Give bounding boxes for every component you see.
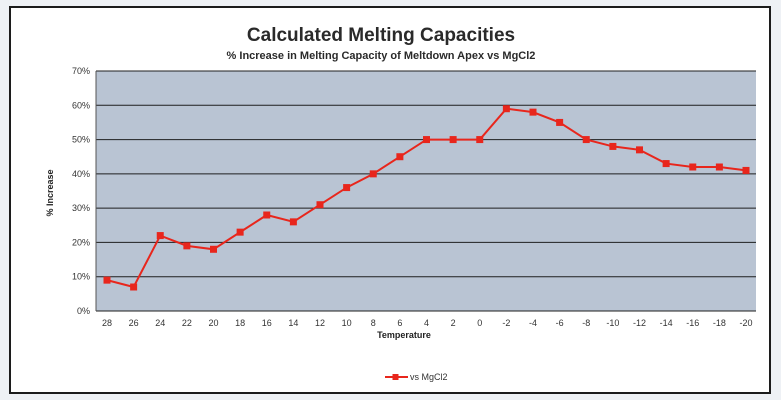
y-tick-label: 50% bbox=[72, 135, 90, 145]
data-point bbox=[103, 276, 111, 284]
x-tick-label: 18 bbox=[235, 318, 245, 328]
x-tick-label: -6 bbox=[556, 318, 564, 328]
x-tick-label: -16 bbox=[686, 318, 699, 328]
data-point bbox=[556, 118, 564, 126]
x-tick-label: -4 bbox=[529, 318, 537, 328]
data-point bbox=[609, 142, 617, 150]
chart-frame: Calculated Melting Capacities % Increase… bbox=[9, 6, 771, 394]
legend-marker bbox=[392, 374, 399, 380]
x-tick-label: -10 bbox=[606, 318, 619, 328]
y-tick-label: 0% bbox=[77, 306, 90, 316]
y-tick-label: 70% bbox=[72, 66, 90, 76]
data-point bbox=[529, 108, 537, 116]
data-point bbox=[449, 136, 457, 144]
series-group bbox=[103, 105, 750, 291]
chart-title: Calculated Melting Capacities bbox=[247, 25, 515, 46]
x-tick-label: 6 bbox=[397, 318, 402, 328]
data-point bbox=[236, 228, 244, 236]
data-point bbox=[130, 283, 138, 291]
y-tick-labels: 0% 10% 20% 30% 40% 50% 60% 70% bbox=[72, 66, 90, 316]
legend-label: vs MgCl2 bbox=[410, 372, 448, 382]
data-point bbox=[263, 211, 271, 219]
chart: Calculated Melting Capacities % Increase… bbox=[45, 25, 756, 382]
data-point bbox=[183, 242, 191, 250]
x-tick-label: 16 bbox=[262, 318, 272, 328]
x-tick-label: 20 bbox=[208, 318, 218, 328]
x-tick-label: 26 bbox=[129, 318, 139, 328]
x-tick-labels: 28 26 24 22 20 18 16 14 12 10 8 6 4 2 0 -2 -4 -6 -8 -10 -12-… bbox=[102, 318, 753, 328]
x-tick-label: 10 bbox=[342, 318, 352, 328]
data-point bbox=[715, 163, 723, 171]
chart-subtitle: % Increase in Melting Capacity of Meltdo… bbox=[227, 50, 536, 62]
legend: vs MgCl2 bbox=[385, 372, 448, 382]
x-tick-label: -2 bbox=[502, 318, 510, 328]
x-tick-label: -8 bbox=[582, 318, 590, 328]
plot-area bbox=[96, 71, 756, 311]
data-point bbox=[289, 218, 297, 226]
data-point bbox=[343, 184, 351, 192]
data-point bbox=[396, 153, 404, 161]
data-point bbox=[582, 136, 590, 144]
data-point bbox=[316, 201, 324, 209]
data-point bbox=[502, 105, 510, 113]
data-point bbox=[369, 170, 377, 178]
y-tick-label: 60% bbox=[72, 100, 90, 110]
x-tick-label: 28 bbox=[102, 318, 112, 328]
x-tick-label: -20 bbox=[739, 318, 752, 328]
data-point bbox=[156, 232, 164, 240]
x-tick-label: 2 bbox=[451, 318, 456, 328]
data-point bbox=[210, 245, 217, 253]
x-tick-label: 4 bbox=[424, 318, 429, 328]
data-point bbox=[662, 160, 670, 168]
data-point bbox=[636, 146, 643, 154]
y-tick-label: 30% bbox=[72, 203, 90, 213]
x-tick-label: -14 bbox=[660, 318, 673, 328]
x-tick-label: 22 bbox=[182, 318, 192, 328]
x-tick-label: 12 bbox=[315, 318, 325, 328]
data-point bbox=[689, 163, 697, 171]
x-axis-label: Temperature bbox=[377, 330, 431, 340]
x-tick-label: 24 bbox=[155, 318, 165, 328]
x-tick-label: 0 bbox=[477, 318, 482, 328]
x-tick-label: -12 bbox=[633, 318, 646, 328]
x-tick-label: -18 bbox=[713, 318, 726, 328]
y-tick-label: 10% bbox=[72, 272, 90, 282]
data-point bbox=[742, 166, 750, 174]
data-point bbox=[423, 136, 430, 144]
y-tick-label: 20% bbox=[72, 237, 90, 247]
data-point bbox=[476, 136, 484, 144]
y-tick-label: 40% bbox=[72, 169, 90, 179]
y-axis-label: % Increase bbox=[45, 169, 55, 216]
x-tick-label: 8 bbox=[371, 318, 376, 328]
x-tick-label: 14 bbox=[288, 318, 298, 328]
